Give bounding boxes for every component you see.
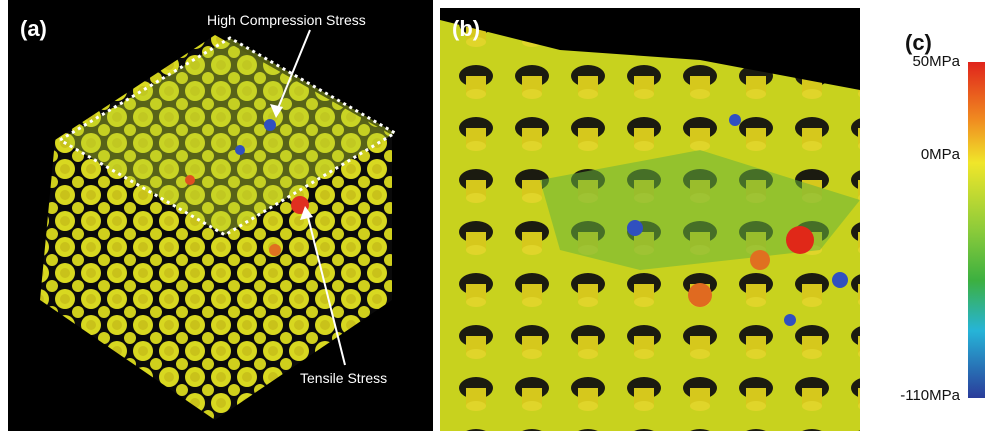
- annotation: Tensile Stress: [300, 370, 387, 386]
- panel-a: (a) High Compression Stress Tensile Stre…: [8, 0, 433, 431]
- panel-b: (b): [440, 8, 860, 431]
- panel-label: (c): [905, 30, 932, 55]
- figure-canvas: (a) High Compression Stress Tensile Stre…: [0, 0, 988, 431]
- colorbar-label: -110MPa: [900, 387, 960, 404]
- panel-c: (c) 50MPa 0MPa -110MPa: [900, 30, 985, 404]
- panel-label: (b): [452, 16, 480, 41]
- colorbar-label: 0MPa: [921, 146, 961, 163]
- figure: (a) High Compression Stress Tensile Stre…: [0, 0, 988, 431]
- colorbar-label: 50MPa: [912, 53, 960, 70]
- panel-label: (a): [20, 16, 47, 41]
- colorbar: [968, 62, 985, 398]
- annotation: High Compression Stress: [207, 12, 366, 28]
